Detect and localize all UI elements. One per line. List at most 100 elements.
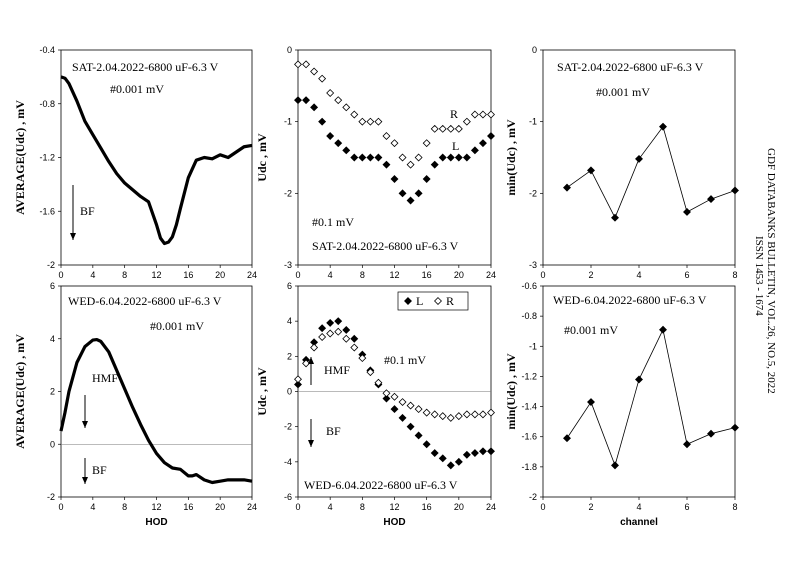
plot-frame: [542, 285, 736, 498]
x-tick-label: 8: [732, 502, 737, 512]
chart-1: 0 4 8 12 16 20 24 -0.4 -0.8 -1.2 -1.6 -2 AVERAGE(Udc…: [13, 45, 257, 280]
data-point-L: [406, 196, 415, 205]
data-point-R: [318, 333, 327, 341]
data-point-L: [358, 153, 367, 162]
y-tick-label: -4: [284, 457, 292, 467]
x-tick-label: 4: [636, 502, 641, 512]
x-tick-label: 16: [422, 502, 432, 512]
x-tick-label: 0: [295, 270, 300, 280]
data-point-R: [358, 354, 367, 363]
data-point-min: [659, 325, 667, 334]
y-tick-label: -1.6: [39, 206, 55, 216]
y-tick-label: 0: [50, 439, 55, 449]
y-tick-label: -1.8: [521, 462, 537, 472]
data-point-L: [462, 153, 471, 162]
data-point-L: [374, 153, 383, 162]
x-tick-label: 4: [328, 502, 333, 512]
data-point-R: [446, 124, 455, 133]
data-point-R: [422, 408, 431, 417]
data-point-R: [438, 124, 447, 133]
x-tick-label: 24: [486, 502, 496, 512]
x-tick-label: 16: [183, 502, 193, 512]
y-tick-label: -0.6: [521, 281, 537, 291]
data-point-min: [683, 208, 691, 216]
data-point-L: [446, 153, 455, 162]
data-point-R: [366, 368, 375, 377]
arrow-head: [82, 477, 88, 484]
y-axis-label: AVERAGE(Udc) , mV: [13, 334, 27, 449]
data-point-R: [414, 153, 423, 162]
x-tick-label: 0: [58, 270, 63, 280]
data-point-L: [454, 153, 463, 162]
x-tick-label: 20: [454, 502, 464, 512]
data-point-R: [302, 359, 311, 368]
data-point-L: [487, 132, 495, 140]
x-tick-label: 4: [90, 270, 95, 280]
data-point-R: [334, 96, 343, 105]
y-tick-label: -1.6: [521, 432, 537, 442]
plot-frame: [60, 285, 253, 498]
y-tick-label: 4: [50, 334, 55, 344]
y-tick-label: 4: [287, 316, 292, 326]
series-line-average: [60, 75, 253, 246]
x-tick-label: 16: [422, 270, 432, 280]
x-tick-label: 2: [588, 502, 593, 512]
data-point-R: [358, 117, 367, 126]
x-tick-label: 24: [247, 502, 257, 512]
data-point-L: [414, 189, 423, 198]
data-point-R: [470, 110, 479, 119]
annotation: L: [452, 139, 459, 153]
y-tick-label: -0.8: [39, 99, 55, 109]
y-tick-label: -1: [529, 117, 537, 127]
y-tick-label: 6: [50, 281, 55, 291]
y-tick-label: -2: [284, 188, 292, 198]
data-point-L: [462, 450, 471, 459]
data-point-R: [398, 398, 407, 407]
arrow-head: [308, 357, 314, 364]
data-point-L: [382, 160, 391, 169]
data-point-R: [374, 117, 383, 126]
data-point-L: [470, 146, 479, 155]
data-point-L: [318, 324, 327, 333]
data-point-L: [366, 153, 375, 162]
data-point-L: [350, 334, 359, 343]
chart-title: SAT-2.04.2022-6800 uF-6.3 V: [312, 239, 459, 253]
arrow-head: [70, 233, 76, 240]
data-point-min: [563, 183, 571, 192]
x-tick-label: 8: [360, 270, 365, 280]
data-point-min: [635, 154, 643, 163]
data-point-L: [406, 422, 415, 431]
legend-marker-R: [434, 297, 442, 305]
series-line-min: [566, 329, 736, 466]
data-point-R: [350, 343, 359, 352]
y-tick-label: -3: [284, 260, 292, 270]
data-point-min: [707, 429, 715, 438]
annotation: BF: [80, 204, 95, 218]
annotation: HMF: [324, 363, 350, 377]
data-point-R: [406, 160, 415, 169]
annotation: BF: [326, 424, 341, 438]
data-point-L: [294, 380, 302, 389]
data-point-L: [294, 96, 302, 105]
data-point-R: [350, 110, 359, 119]
legend-marker-L: [404, 297, 412, 305]
data-point-L: [382, 394, 391, 403]
x-tick-label: 2: [588, 270, 593, 280]
data-point-L: [342, 325, 351, 334]
x-tick-label: 20: [215, 270, 225, 280]
y-tick-label: 0: [287, 387, 292, 397]
x-tick-label: 4: [328, 270, 333, 280]
data-point-R: [422, 139, 431, 148]
y-tick-label: -6: [284, 492, 292, 502]
data-point-R: [414, 405, 423, 414]
data-point-R: [342, 334, 351, 343]
data-point-R: [430, 410, 439, 419]
data-point-L: [318, 117, 327, 126]
data-point-R: [454, 124, 463, 133]
data-point-R: [454, 412, 463, 421]
y-axis-label: AVERAGE(Udc) , mV: [13, 100, 27, 215]
series-line-min: [566, 126, 736, 219]
x-tick-label: 24: [247, 270, 257, 280]
